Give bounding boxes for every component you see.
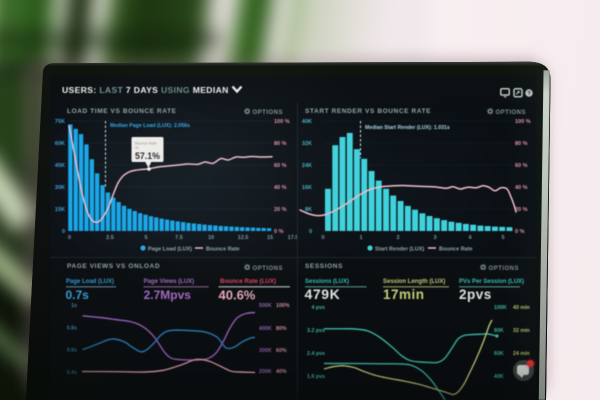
svg-text:2.7Mpvs: 2.7Mpvs [144, 288, 192, 302]
svg-text:0.6s: 0.6s [67, 348, 77, 354]
svg-text:100 %: 100 % [274, 119, 290, 125]
svg-text:0.7s: 0.7s [66, 288, 90, 302]
svg-text:15: 15 [267, 235, 273, 241]
svg-text:60 %: 60 % [274, 163, 287, 169]
svg-text:45K: 45K [55, 163, 65, 169]
svg-text:479K: 479K [305, 286, 341, 302]
svg-text:16K: 16K [302, 185, 312, 191]
svg-text:100 %: 100 % [515, 119, 531, 125]
svg-text:Start Render (LUX): Start Render (LUX) [375, 247, 424, 253]
svg-text:1.6 pvs: 1.6 pvs [307, 374, 325, 380]
svg-text:60 %: 60 % [515, 163, 528, 169]
svg-text:75K: 75K [55, 119, 65, 125]
svg-text:PVs Per Session (LUX): PVs Per Session (LUX) [459, 279, 524, 285]
svg-text:Page Load (LUX): Page Load (LUX) [148, 247, 192, 253]
svg-text:5: 5 [501, 235, 504, 241]
svg-text:0 %: 0 % [274, 229, 284, 235]
svg-text:200K: 200K [259, 369, 272, 375]
svg-text:0: 0 [62, 229, 65, 235]
svg-text:Bounce Rate: Bounce Rate [206, 247, 240, 253]
svg-text:100K: 100K [494, 305, 507, 311]
svg-text:Page Load (LUX): Page Load (LUX) [66, 279, 114, 285]
svg-text:30K: 30K [55, 185, 65, 191]
svg-text:24 min: 24 min [513, 351, 530, 357]
svg-text:7.5: 7.5 [175, 235, 183, 241]
svg-text:15K: 15K [55, 207, 65, 213]
svg-text:40.6%: 40.6% [219, 287, 256, 302]
svg-text:4 pvs: 4 pvs [311, 305, 325, 311]
svg-text:100%: 100% [276, 303, 290, 309]
svg-text:0 %: 0 % [515, 229, 525, 235]
svg-text:1s: 1s [71, 303, 77, 309]
svg-text:32K: 32K [302, 141, 312, 147]
svg-text:20 %: 20 % [515, 207, 528, 213]
svg-text:500K: 500K [259, 303, 272, 309]
svg-text:12.5: 12.5 [238, 235, 249, 241]
svg-text:2: 2 [396, 235, 399, 241]
svg-text:0: 0 [321, 235, 324, 241]
svg-text:0.8s: 0.8s [67, 326, 77, 332]
svg-text:Bounce Rate (LUX): Bounce Rate (LUX) [220, 278, 276, 285]
svg-text:0: 0 [309, 229, 312, 235]
svg-text:2pvs: 2pvs [459, 287, 492, 302]
svg-text:2.5: 2.5 [106, 235, 114, 241]
svg-text:40 %: 40 % [515, 185, 528, 191]
svg-text:40 %: 40 % [274, 185, 287, 191]
svg-text:40K: 40K [302, 119, 312, 125]
svg-text:80%: 80% [276, 326, 287, 332]
svg-text:60%: 60% [276, 348, 287, 354]
svg-text:Bounce Rate: Bounce Rate [439, 247, 473, 253]
svg-text:3: 3 [433, 235, 436, 241]
svg-text:1: 1 [359, 235, 362, 241]
svg-text:20 %: 20 % [274, 207, 287, 213]
svg-text:40K: 40K [494, 374, 504, 380]
svg-text:40 min: 40 min [513, 305, 530, 311]
svg-text:57.1%: 57.1% [135, 151, 160, 161]
svg-text:3.2 pvs: 3.2 pvs [307, 328, 325, 334]
svg-text:17min: 17min [383, 287, 425, 302]
svg-text:Median Page Load (LUX): 2.056s: Median Page Load (LUX): 2.056s [110, 123, 190, 129]
svg-text:80 %: 80 % [515, 141, 528, 147]
svg-text:Median Start Render (LUX): 1.0: Median Start Render (LUX): 1.031s [365, 125, 450, 131]
svg-text:40%: 40% [276, 369, 287, 375]
svg-text:Sessions (LUX): Sessions (LUX) [305, 279, 349, 285]
svg-text:4: 4 [468, 235, 472, 241]
svg-text:Session Length (LUX): Session Length (LUX) [383, 279, 445, 285]
svg-text:?: ? [527, 91, 531, 97]
svg-text:0.4s: 0.4s [67, 370, 77, 376]
svg-text:0: 0 [68, 235, 71, 241]
svg-text:10: 10 [208, 235, 214, 241]
svg-text:80 %: 80 % [274, 141, 287, 147]
svg-text:2.4 pvs: 2.4 pvs [307, 351, 325, 357]
svg-text:60K: 60K [494, 351, 504, 357]
svg-text:400K: 400K [259, 326, 272, 332]
svg-text:24K: 24K [302, 163, 312, 169]
svg-text:Bounce Rate: Bounce Rate [135, 142, 157, 146]
svg-text:8K: 8K [305, 207, 312, 213]
svg-text:32 min: 32 min [513, 328, 530, 334]
svg-text:5: 5 [144, 235, 147, 241]
svg-text:80K: 80K [494, 328, 504, 334]
svg-text:300K: 300K [259, 348, 272, 354]
svg-text:Page Views (LUX): Page Views (LUX) [144, 279, 195, 285]
svg-text:60K: 60K [55, 141, 65, 147]
